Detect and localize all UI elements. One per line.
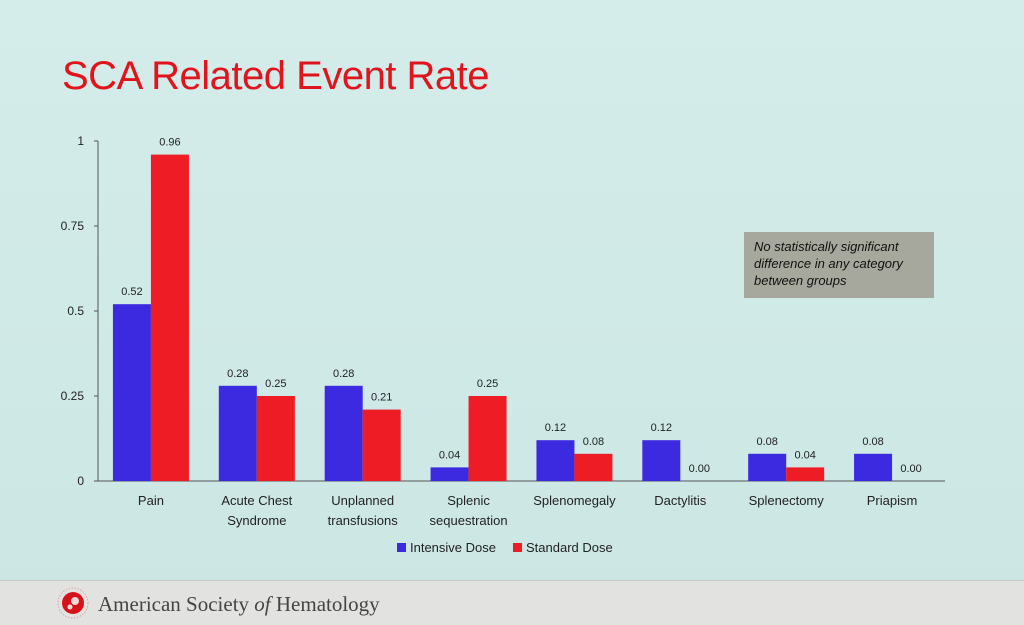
bar-intensive xyxy=(854,453,893,481)
bar-intensive xyxy=(536,440,575,481)
bar-standard xyxy=(150,154,189,481)
bar-intensive xyxy=(112,304,151,481)
category-label: Dactylitis xyxy=(654,493,707,508)
event-rate-bar-chart: 0 0.25 0.5 0.75 1 0.52 0.96 Pain 0.28 0.25 Acute C… xyxy=(61,134,945,555)
bar-intensive xyxy=(642,440,681,481)
y-tick-label: 0.25 xyxy=(61,389,85,403)
bar-value-label: 0.12 xyxy=(545,422,566,434)
bar-value-label: 0.12 xyxy=(651,422,672,434)
category-label: sequestration xyxy=(430,513,508,528)
category-label: Priapism xyxy=(867,493,918,508)
organization-name: American Society of Hematology xyxy=(98,592,380,616)
bar-value-label: 0.28 xyxy=(227,368,248,380)
category-label: Unplanned xyxy=(331,493,394,508)
category-label: transfusions xyxy=(328,513,399,528)
y-tick-label: 0.5 xyxy=(67,304,84,318)
category-label: Syndrome xyxy=(227,513,286,528)
bar-value-label: 0.52 xyxy=(121,286,142,298)
category-label: Pain xyxy=(138,493,164,508)
bar-standard xyxy=(468,396,507,481)
bar-intensive xyxy=(430,467,469,481)
slide-title: SCA Related Event Rate xyxy=(62,54,490,98)
bar-value-label: 0.25 xyxy=(477,378,498,390)
bar-value-label: 0.96 xyxy=(159,137,180,149)
bar-value-label: 0.04 xyxy=(439,449,460,461)
legend-swatch xyxy=(513,543,522,552)
bar-intensive xyxy=(218,385,257,481)
bar-value-label: 0.08 xyxy=(756,436,777,448)
category-label: Splenic xyxy=(447,493,490,508)
y-tick-label: 1 xyxy=(77,134,84,148)
legend-swatch xyxy=(397,543,406,552)
y-tick-label: 0 xyxy=(77,474,84,488)
bar-standard xyxy=(256,396,295,481)
bar-value-label: 0.21 xyxy=(371,392,392,404)
category-label: Splenectomy xyxy=(749,493,825,508)
category-label: Acute Chest xyxy=(221,493,292,508)
y-tick-label: 0.75 xyxy=(61,219,85,233)
ash-logo-icon xyxy=(57,587,89,619)
bar-standard xyxy=(362,409,401,481)
bar-standard xyxy=(574,453,613,481)
bar-value-label: 0.08 xyxy=(862,436,883,448)
bar-value-label: 0.00 xyxy=(900,463,921,475)
bar-intensive xyxy=(748,453,787,481)
bar-value-label: 0.04 xyxy=(794,449,815,461)
significance-note: No statistically significant difference … xyxy=(744,232,934,298)
footer: American Society of Hematology xyxy=(0,580,1024,625)
bar-value-label: 0.25 xyxy=(265,378,286,390)
legend-label: Intensive Dose xyxy=(410,540,496,555)
bar-intensive xyxy=(324,385,363,481)
bar-value-label: 0.28 xyxy=(333,368,354,380)
bar-standard xyxy=(786,467,825,481)
legend-label: Standard Dose xyxy=(526,540,613,555)
category-label: Splenomegaly xyxy=(533,493,616,508)
bar-value-label: 0.00 xyxy=(689,463,710,475)
bar-value-label: 0.08 xyxy=(583,436,604,448)
